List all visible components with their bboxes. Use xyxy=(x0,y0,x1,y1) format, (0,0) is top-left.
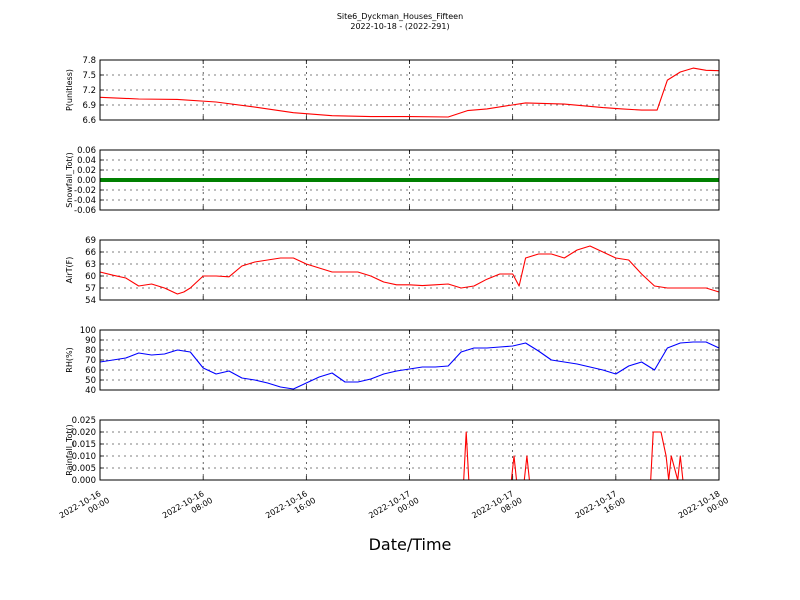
plot-frame xyxy=(99,329,720,391)
chart-title: Site6_Dyckman_Houses_Fifteen xyxy=(337,12,463,21)
y-tick-label: 69 xyxy=(85,236,96,246)
y-tick-label: 0.025 xyxy=(72,416,96,426)
panel-3: 54 57 60 63 66 69 AirT(F) xyxy=(65,236,720,306)
y-tick-label: 70 xyxy=(85,356,96,366)
x-tick-label: 2022-10-1708:00 xyxy=(470,487,523,529)
y-tick-label: 60 xyxy=(85,272,96,282)
y-tick-label: 0.06 xyxy=(77,146,96,156)
y-tick-label: 0.015 xyxy=(72,440,96,450)
y-tick-label: -0.02 xyxy=(74,186,96,196)
y-tick-label: 57 xyxy=(85,284,96,294)
panel-2: -0.06-0.04-0.020.000.020.040.06Snowfall_… xyxy=(65,146,720,216)
chart-subtitle: 2022-10-18 - (2022-291) xyxy=(350,22,449,31)
panel-1: 6.6 6.9 7.2 7.5 7.8 P(unitless) xyxy=(65,56,720,126)
y-tick-label: 0.04 xyxy=(77,156,96,166)
y-tick-label: 80 xyxy=(85,346,96,356)
plot-frame xyxy=(99,419,720,481)
y-axis-label: P(unitless) xyxy=(65,69,74,111)
series-line-4 xyxy=(99,341,720,390)
x-tick-label: 2022-10-1800:00 xyxy=(677,487,730,529)
series-line-1 xyxy=(99,67,720,118)
y-tick-label: 7.5 xyxy=(82,71,96,81)
x-tick-label: 2022-10-1616:00 xyxy=(264,487,317,529)
y-tick-label: 6.6 xyxy=(82,116,96,126)
y-tick-label: 0.005 xyxy=(72,464,96,474)
y-tick-label: 63 xyxy=(85,260,96,270)
y-tick-label: 0.00 xyxy=(77,176,96,186)
y-tick-label: 6.9 xyxy=(82,101,96,111)
plot-frame xyxy=(99,149,720,211)
series-line-3 xyxy=(99,245,720,295)
x-tick-label: 2022-10-1716:00 xyxy=(574,487,627,529)
y-tick-label: 0.010 xyxy=(72,452,96,462)
y-tick-label: 90 xyxy=(85,336,96,346)
panels-group: 6.6 6.9 7.2 7.5 7.8 P(unitless) -0.06-0.04-0.0… xyxy=(65,56,720,486)
y-tick-label: 100 xyxy=(80,326,96,336)
x-tick-label: 2022-10-1608:00 xyxy=(161,487,214,529)
y-tick-label: 7.8 xyxy=(82,56,96,66)
y-tick-label: 0.020 xyxy=(72,428,96,438)
y-tick-label: 7.2 xyxy=(82,86,96,96)
x-tick-labels: 2022-10-1600:00 2022-10-1608:00 2022-10-16… xyxy=(58,487,730,529)
y-tick-label: 40 xyxy=(85,386,96,396)
plot-frame xyxy=(99,59,720,121)
y-tick-label: 50 xyxy=(85,376,96,386)
y-axis-label: RH(%) xyxy=(65,347,74,372)
y-axis-label: AirT(F) xyxy=(65,257,74,284)
y-tick-label: 66 xyxy=(85,248,96,258)
plot-frame xyxy=(99,239,720,301)
x-tick-label: 2022-10-1600:00 xyxy=(58,487,111,529)
y-axis-label: Rainfall_Tot() xyxy=(65,424,74,476)
y-axis-label: Snowfall_Tot() xyxy=(65,152,74,208)
y-tick-label: -0.04 xyxy=(74,196,96,206)
x-axis-label: Date/Time xyxy=(369,535,452,554)
y-tick-label: -0.06 xyxy=(74,206,96,216)
y-tick-label: 0.000 xyxy=(72,476,96,486)
y-tick-label: 54 xyxy=(85,296,96,306)
y-tick-label: 0.02 xyxy=(77,166,96,176)
panel-5: 0.000 0.005 0.010 0.015 0.020 0.025Rainfall_T… xyxy=(65,416,720,486)
y-tick-label: 60 xyxy=(85,366,96,376)
x-tick-label: 2022-10-1700:00 xyxy=(367,487,420,529)
